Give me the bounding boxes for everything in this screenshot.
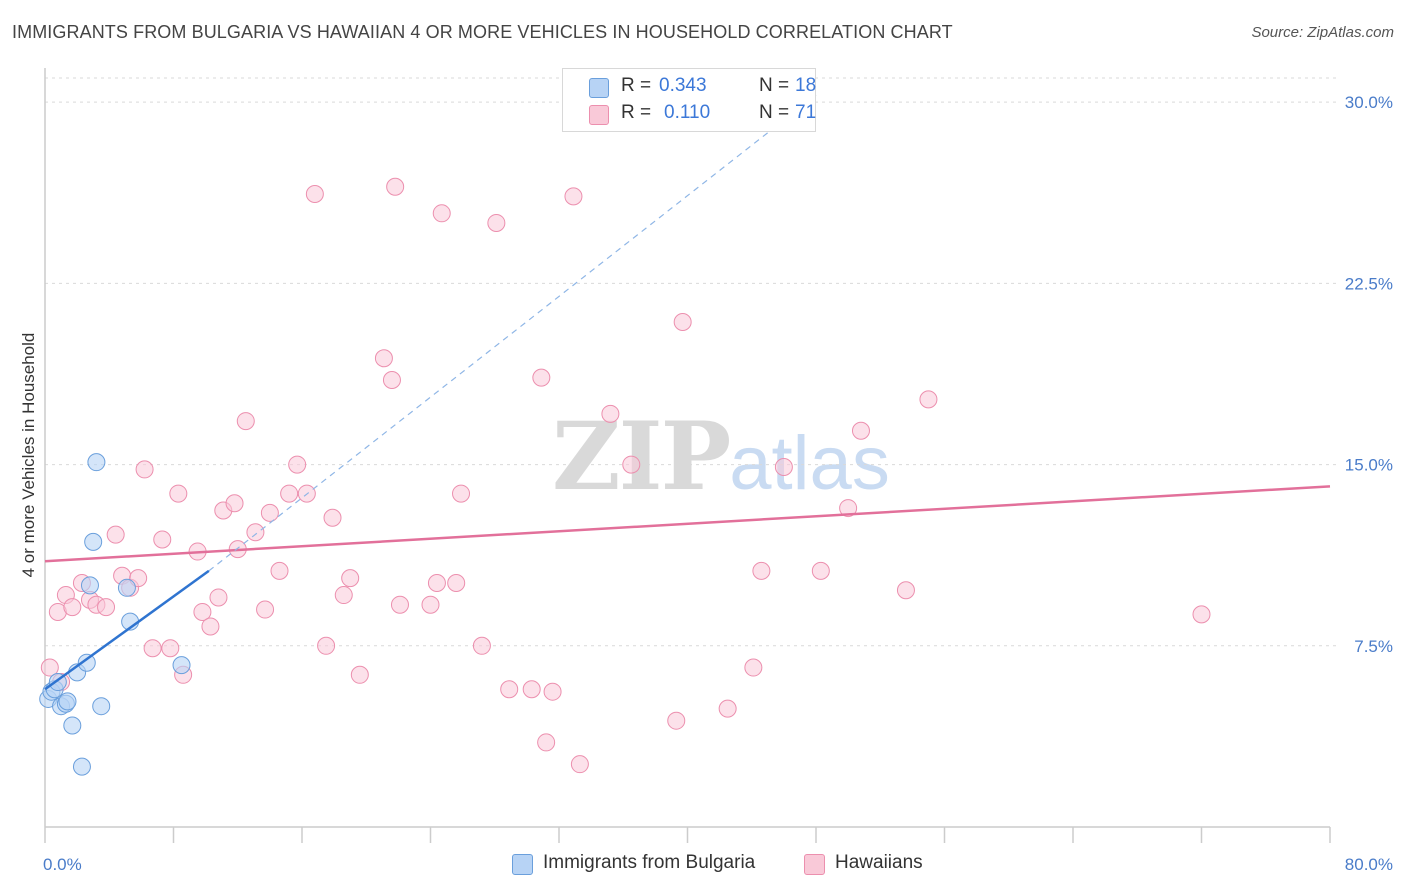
y-tick-label: 15.0% xyxy=(1345,456,1393,475)
hawaiians-point xyxy=(447,573,466,592)
bulgaria-point xyxy=(172,656,191,675)
hawaiians-point xyxy=(532,368,551,387)
legend-n-value: 18 xyxy=(795,75,817,96)
hawaiians-point xyxy=(839,499,858,518)
legend-r-label: R = xyxy=(621,102,652,123)
bulgaria-point xyxy=(84,532,103,551)
hawaiians-point xyxy=(744,658,763,677)
hawaiians-point xyxy=(421,595,440,614)
hawaiians-point xyxy=(432,204,451,223)
hawaiians-point xyxy=(209,588,228,607)
hawaiians-point xyxy=(40,658,59,677)
hawaiians-point xyxy=(851,421,870,440)
hawaiians-point xyxy=(570,755,589,774)
bulgaria-point xyxy=(92,697,111,716)
hawaiians-point xyxy=(472,636,491,655)
hawaiians-point xyxy=(246,523,265,542)
hawaiians-point xyxy=(169,484,188,503)
hawaiians-point xyxy=(543,682,562,701)
hawaiians-point xyxy=(317,636,336,655)
chart-title: IMMIGRANTS FROM BULGARIA VS HAWAIIAN 4 O… xyxy=(12,22,953,42)
hawaiians-point xyxy=(270,561,289,580)
hawaiians-point xyxy=(323,508,342,527)
hawaiians-point xyxy=(537,733,556,752)
bulgaria-point xyxy=(87,453,106,472)
hawaiians-point xyxy=(1192,605,1211,624)
hawaiians-point xyxy=(305,184,324,203)
y-tick-label: 7.5% xyxy=(1354,637,1393,656)
y-tick-label: 30.0% xyxy=(1345,93,1393,112)
bulgaria-point xyxy=(58,692,77,711)
bulgaria-point xyxy=(117,578,136,597)
legend-swatch-bulgaria xyxy=(589,78,609,98)
hawaiians-point xyxy=(452,484,471,503)
x-tick-label: 0.0% xyxy=(43,855,82,874)
hawaiians-point xyxy=(106,525,125,544)
legend-r-label: R = xyxy=(621,75,652,96)
hawaiians-point xyxy=(225,494,244,513)
stats-legend: R = 0.343 N = 18 R = 0.110 N = 71 xyxy=(562,68,816,132)
hawaiians-point xyxy=(667,711,686,730)
bottom-legend-label-bulgaria: Immigrants from Bulgaria xyxy=(543,852,756,873)
hawaiians-trend-line xyxy=(44,485,1331,563)
hawaiians-point xyxy=(161,639,180,658)
bulgaria-trend-extension xyxy=(208,94,817,572)
hawaiians-point xyxy=(427,573,446,592)
legend-r-value: 0.110 xyxy=(664,102,711,123)
bulgaria-point xyxy=(63,716,82,735)
hawaiians-point xyxy=(201,617,220,636)
source-label: Source: ZipAtlas.com xyxy=(1251,24,1394,41)
bulgaria-point xyxy=(77,653,96,672)
hawaiians-point xyxy=(718,699,737,718)
bulgaria-point xyxy=(72,757,91,776)
hawaiians-point xyxy=(500,680,519,699)
hawaiians-point xyxy=(774,457,793,476)
watermark-zip: ZIP xyxy=(552,402,731,512)
hawaiians-point xyxy=(280,484,299,503)
hawaiians-point xyxy=(622,455,641,474)
legend-n-label: N = xyxy=(759,102,790,123)
legend-r-value: 0.343 xyxy=(659,75,707,96)
y-tick-label: 22.5% xyxy=(1345,274,1393,293)
hawaiians-point xyxy=(564,187,583,206)
hawaiians-point xyxy=(522,680,541,699)
legend-n-label: N = xyxy=(759,75,790,96)
hawaiians-point xyxy=(143,639,162,658)
bottom-legend-swatch-hawaiians xyxy=(804,854,825,875)
hawaiians-point xyxy=(752,561,771,580)
hawaiians-point xyxy=(374,349,393,368)
bulgaria-point xyxy=(80,576,99,595)
hawaiians-point xyxy=(63,598,82,617)
hawaiians-point xyxy=(811,561,830,580)
hawaiians-point xyxy=(97,598,116,617)
bottom-legend-swatch-bulgaria xyxy=(512,854,533,875)
hawaiians-point xyxy=(673,313,692,332)
bulgaria-trend-line xyxy=(44,569,210,691)
x-tick-label: 80.0% xyxy=(1345,855,1393,874)
hawaiians-point xyxy=(386,177,405,196)
hawaiians-point xyxy=(334,586,353,605)
hawaiians-point xyxy=(256,600,275,619)
hawaiians-point xyxy=(341,569,360,588)
hawaiians-point xyxy=(487,213,506,232)
hawaiians-point xyxy=(288,455,307,474)
hawaiians-point xyxy=(193,602,212,621)
hawaiians-point xyxy=(260,503,279,522)
legend-n-value: 71 xyxy=(795,102,817,123)
hawaiians-point xyxy=(350,665,369,684)
hawaiians-point xyxy=(135,460,154,479)
legend-swatch-hawaiians xyxy=(589,105,609,125)
hawaiians-point xyxy=(236,412,255,431)
y-axis-label: 4 or more Vehicles in Household xyxy=(19,333,38,578)
hawaiians-point xyxy=(896,581,915,600)
hawaiians-point xyxy=(382,371,401,390)
hawaiians-point xyxy=(153,530,172,549)
hawaiians-point xyxy=(601,404,620,423)
bottom-legend-label-hawaiians: Hawaiians xyxy=(835,852,923,873)
hawaiians-point xyxy=(919,390,938,409)
hawaiians-point xyxy=(390,595,409,614)
